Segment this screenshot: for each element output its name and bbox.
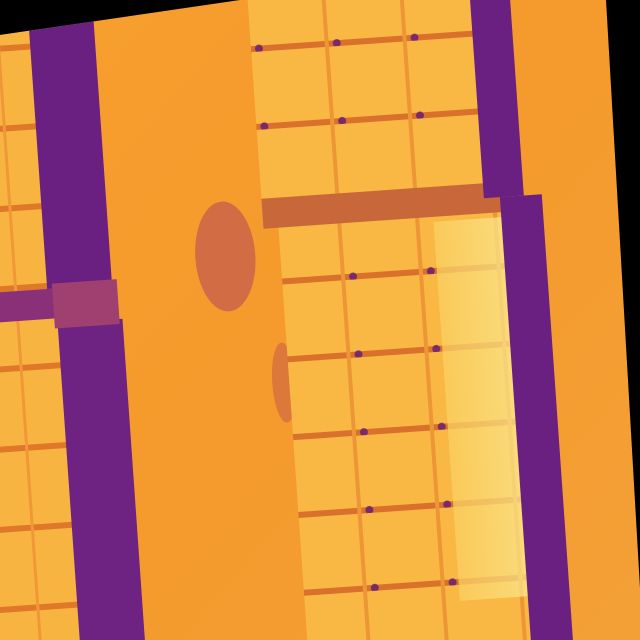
- shadow-stripe: [462, 0, 524, 199]
- array-gap: [261, 181, 508, 229]
- shadow-stripe: [57, 318, 154, 640]
- row-gap: [0, 288, 60, 330]
- shadow-stripe: [499, 194, 580, 640]
- stripe-join: [51, 279, 120, 329]
- panel-array-left: [0, 0, 90, 640]
- dark-patch: [195, 201, 256, 312]
- panel-array-upper: [240, 0, 497, 204]
